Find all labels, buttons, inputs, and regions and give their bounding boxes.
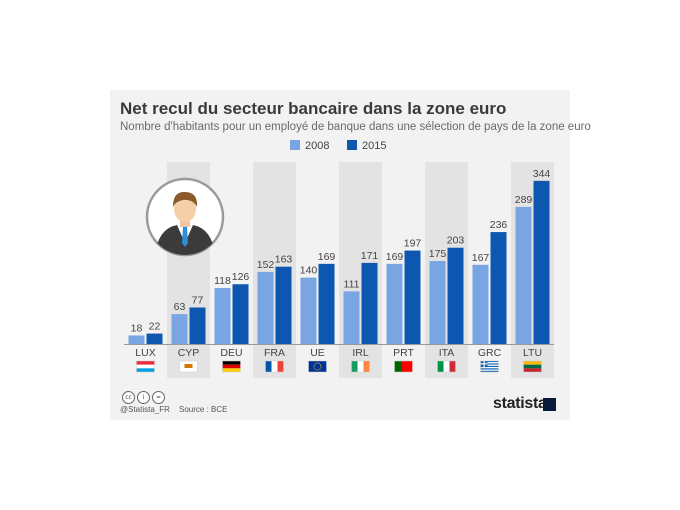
category-label: UE — [310, 347, 325, 359]
bar-value-label: 236 — [490, 219, 508, 231]
banker-avatar-icon — [145, 177, 225, 257]
statista-logo-mark — [543, 398, 556, 411]
chart-subtitle: Nombre d'habitants pour un employé de ba… — [120, 121, 591, 133]
bar-value-label: 169 — [386, 251, 404, 263]
bar-value-label: 63 — [174, 301, 186, 313]
bar — [171, 314, 188, 344]
bar — [214, 288, 231, 344]
category-label: LTU — [523, 347, 542, 359]
nd-icon: = — [152, 391, 165, 404]
bar-value-label: 22 — [149, 321, 161, 333]
category-label: CYP — [178, 347, 200, 359]
flag-ita-icon — [437, 360, 456, 373]
bar — [257, 271, 274, 344]
bar-value-label: 118 — [214, 275, 231, 287]
flag-fra-icon — [265, 360, 284, 373]
bar-value-label: 167 — [472, 252, 490, 264]
bar — [490, 232, 507, 344]
legend-swatch — [290, 140, 300, 150]
category-label: LUX — [135, 347, 155, 359]
bar — [447, 247, 464, 344]
bar — [472, 264, 489, 344]
category-label: ITA — [439, 347, 455, 359]
category-label: IRL — [352, 347, 369, 359]
chart-title: Net recul du secteur bancaire dans la zo… — [120, 99, 507, 118]
flag-ltu-icon — [523, 360, 542, 373]
flag-eu-icon — [308, 360, 327, 373]
bar-value-label: 197 — [404, 238, 422, 250]
category-label: PRT — [393, 347, 414, 359]
legend-label: 2008 — [305, 140, 329, 152]
bar-value-label: 126 — [232, 271, 250, 283]
bar-value-label: 169 — [318, 251, 336, 263]
bar — [232, 284, 249, 344]
bar-value-label: 289 — [515, 194, 533, 206]
bar — [318, 263, 335, 344]
bar-value-label: 203 — [447, 235, 465, 247]
flag-deu-icon — [222, 360, 241, 373]
flag-lux-icon — [136, 360, 155, 373]
bar — [146, 333, 163, 344]
bar-value-label: 344 — [533, 168, 551, 180]
bar — [404, 250, 421, 344]
bar — [515, 206, 532, 344]
category-label: GRC — [478, 347, 502, 359]
bar — [300, 277, 317, 344]
flag-cyp-icon — [179, 360, 198, 373]
bar — [533, 180, 550, 344]
bar — [429, 261, 446, 344]
legend-swatch — [347, 140, 357, 150]
bar-value-label: 152 — [257, 259, 275, 271]
bar — [128, 335, 145, 344]
bar-value-label: 111 — [344, 278, 360, 290]
bar-value-label: 140 — [300, 265, 318, 277]
category-label: FRA — [264, 347, 285, 359]
bar-value-label: 77 — [192, 294, 204, 306]
category-label: DEU — [220, 347, 242, 359]
legend-label: 2015 — [362, 140, 386, 152]
flag-prt-icon — [394, 360, 413, 373]
bar — [386, 263, 403, 344]
cc-icon: cc — [122, 391, 135, 404]
bar-value-label: 18 — [131, 322, 143, 334]
bar-value-label: 175 — [429, 248, 447, 260]
bar — [189, 307, 206, 344]
bar — [361, 262, 378, 344]
footer-handle: @Statista_FR — [120, 405, 170, 414]
bar — [275, 266, 292, 344]
flag-grc-icon — [480, 360, 499, 373]
statista-logo: statista — [493, 395, 547, 412]
bar-value-label: 171 — [361, 250, 379, 262]
footer-source: Source : BCE — [179, 405, 228, 414]
by-icon: i — [137, 391, 150, 404]
bar — [343, 291, 360, 344]
bar-value-label: 163 — [275, 254, 293, 266]
flag-irl-icon — [351, 360, 370, 373]
